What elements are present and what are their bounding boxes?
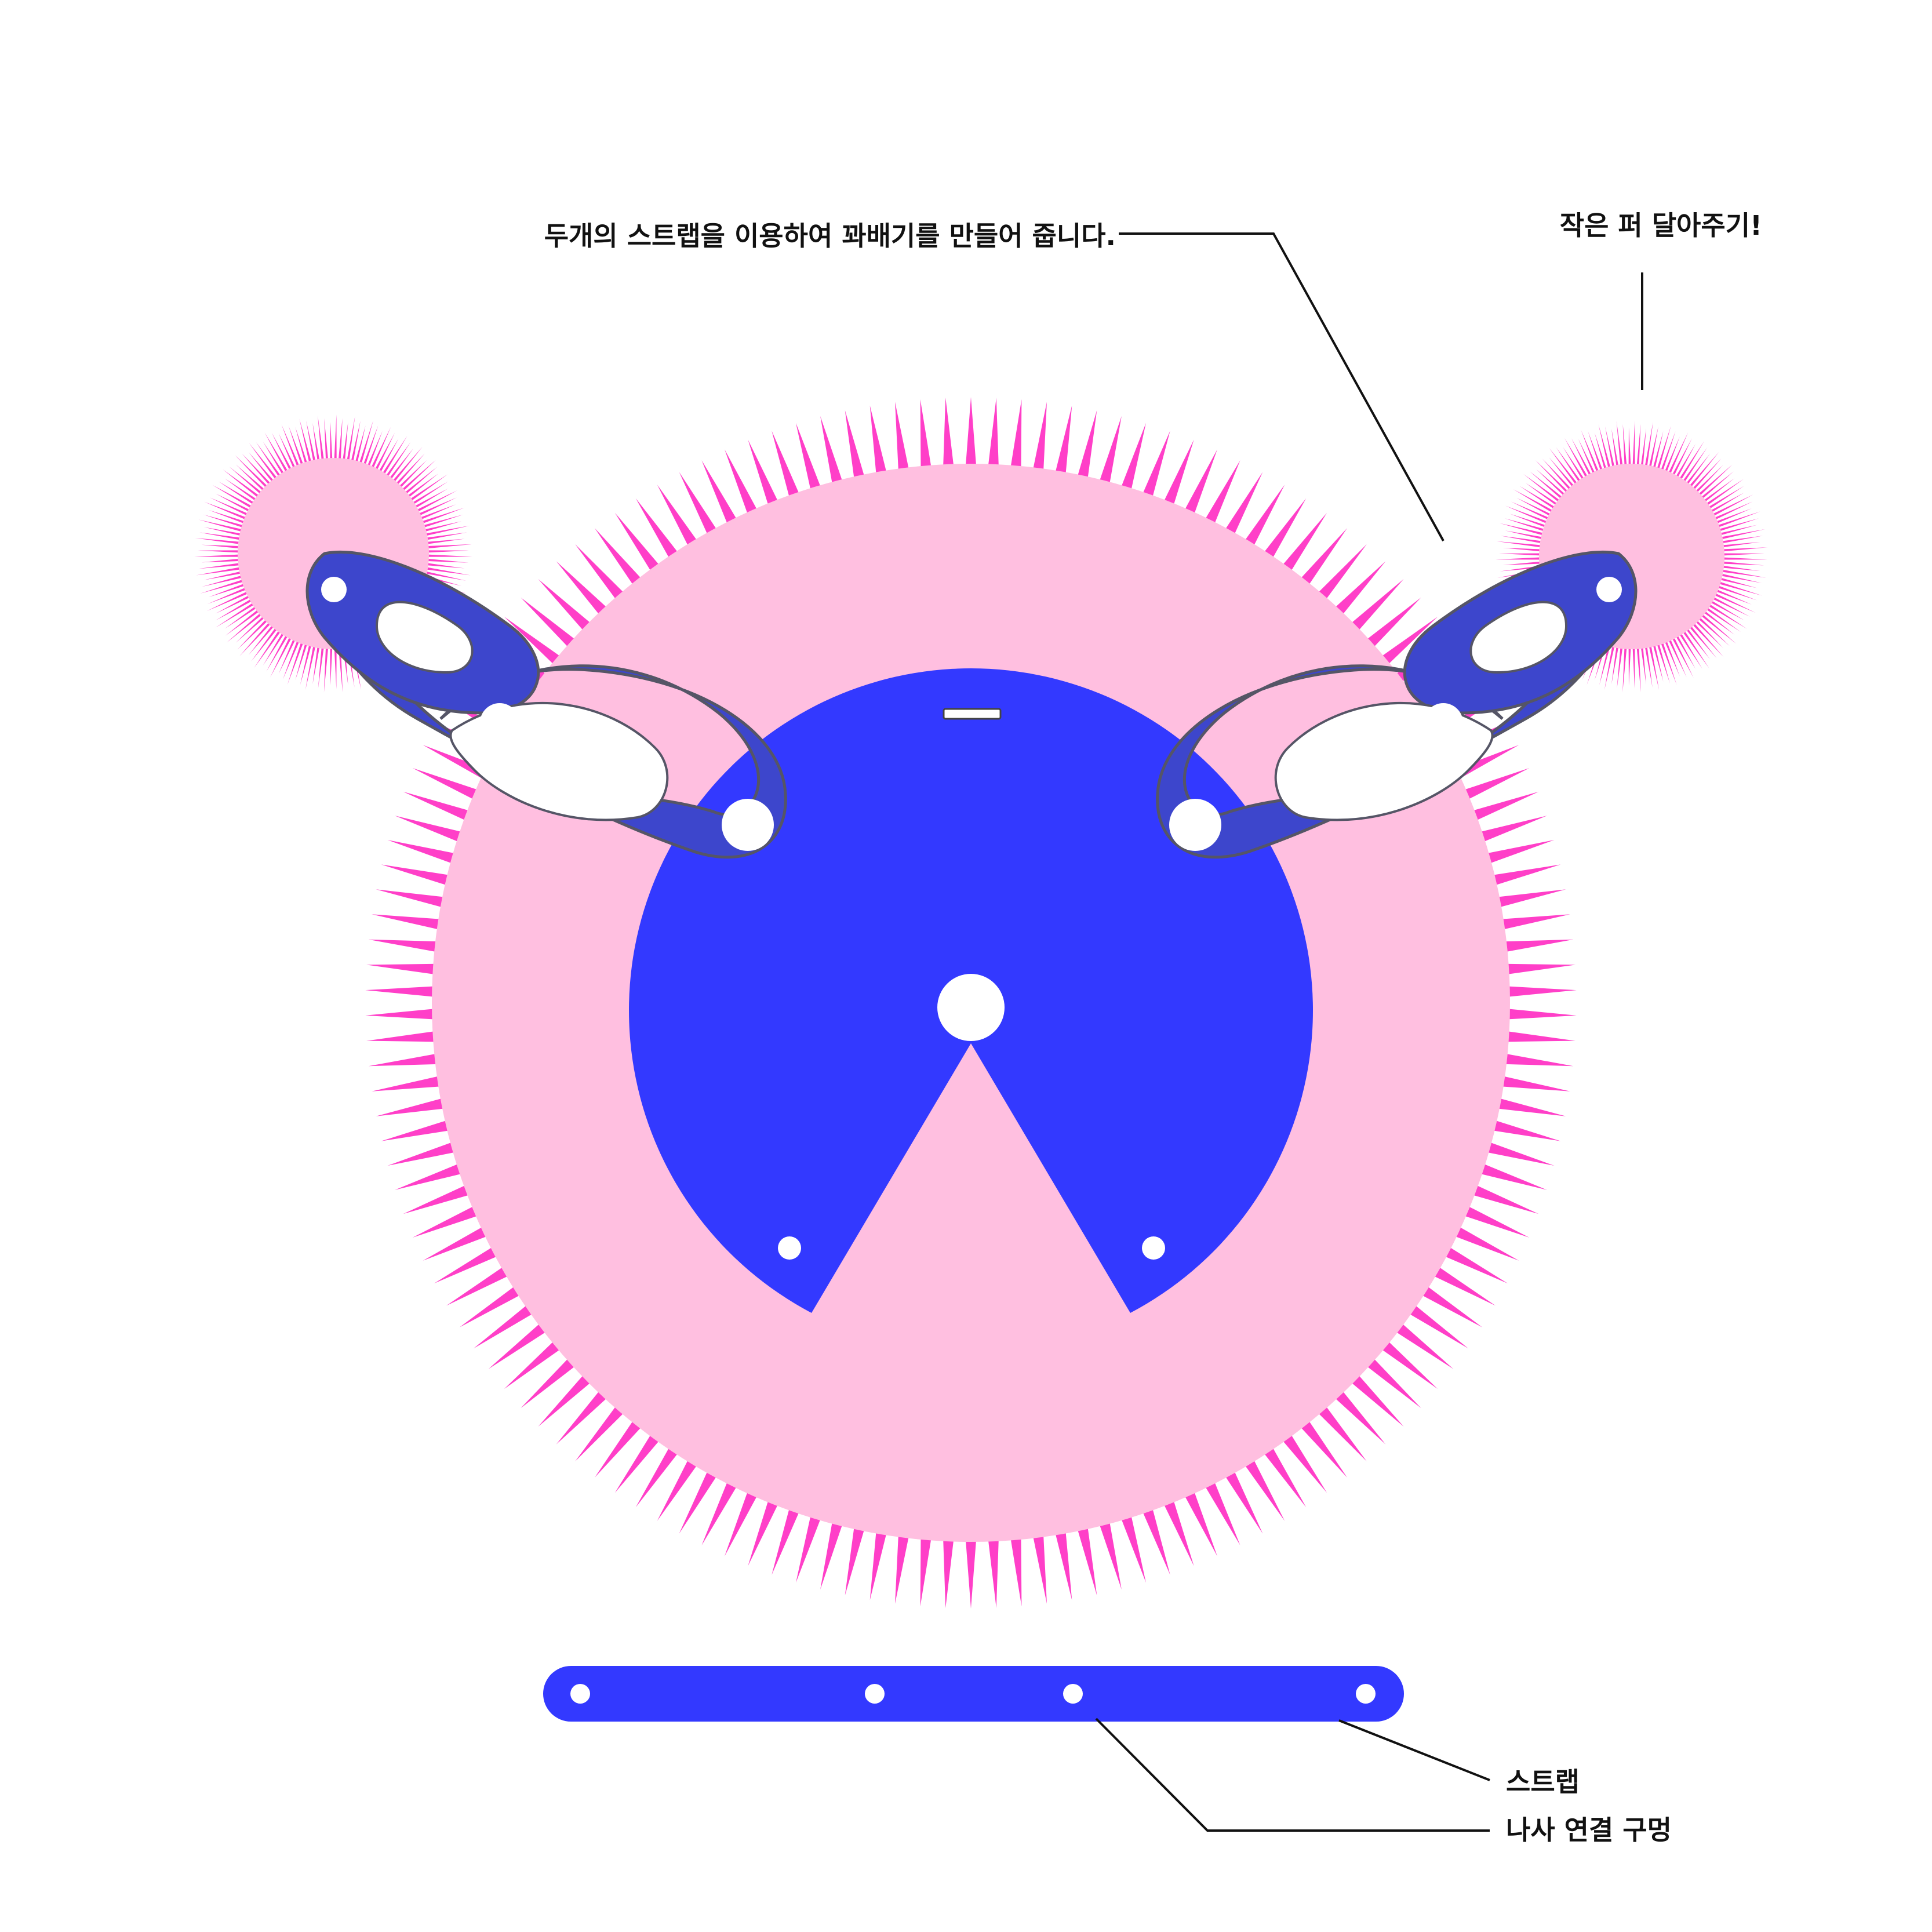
annotation-twist-instruction: 두개의 스트랩을 이용하여 꽈배기를 만들어 줍니다. bbox=[544, 220, 1116, 252]
annotation-screw-hole: 나사 연결 구멍 bbox=[1506, 1814, 1672, 1846]
hood-screw-hole-right bbox=[1142, 1236, 1165, 1260]
hood-center-hole bbox=[937, 974, 1005, 1041]
twist-left-hole-2 bbox=[480, 703, 519, 743]
strap-hole-1 bbox=[570, 1684, 590, 1704]
hood-base-icon bbox=[629, 668, 1313, 1313]
twist-right-hole-2 bbox=[1424, 703, 1463, 743]
leader-strap bbox=[1338, 1719, 1490, 1781]
hood-screw-hole-left bbox=[778, 1236, 801, 1260]
hood-slot bbox=[943, 708, 1002, 720]
leader-screw-hole bbox=[1095, 1718, 1490, 1832]
strap-hole-4 bbox=[1356, 1684, 1376, 1704]
flat-strap-icon bbox=[543, 1666, 1404, 1722]
twisted-strap-right-icon bbox=[1156, 550, 1638, 859]
strap-hole-2 bbox=[865, 1684, 885, 1704]
twist-right-hole-1 bbox=[1596, 577, 1622, 602]
annotation-strap: 스트랩 bbox=[1506, 1766, 1580, 1798]
twist-left-hole-1 bbox=[321, 577, 347, 602]
annotation-small-fur: 작은 퍼 달아주기! bbox=[1560, 210, 1762, 241]
twist-right-hole-3 bbox=[1169, 799, 1221, 851]
strap-hole-3 bbox=[1063, 1684, 1083, 1704]
flat-strap-body bbox=[543, 1666, 1404, 1722]
twist-left-hole-3 bbox=[722, 799, 774, 851]
leader-twist bbox=[1119, 232, 1445, 541]
twisted-strap-left-icon bbox=[305, 550, 787, 859]
